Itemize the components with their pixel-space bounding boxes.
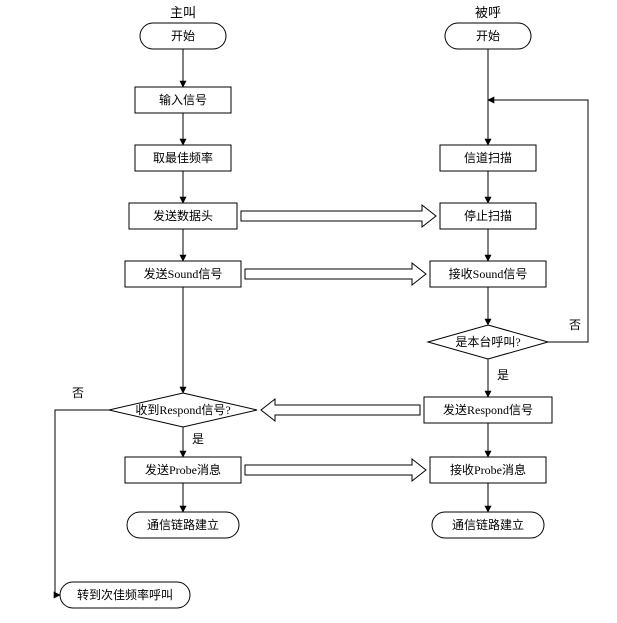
block-arrow: [241, 205, 436, 227]
r_sound-label: 接收Sound信号: [449, 266, 528, 281]
r_stop-label: 停止扫描: [464, 208, 512, 223]
edge-label: 是: [497, 368, 509, 382]
edge-label: 否: [569, 318, 581, 332]
l_sound-label: 发送Sound信号: [144, 266, 223, 281]
block-arrow: [245, 263, 426, 285]
l_start-label: 开始: [171, 29, 195, 43]
l_probe-label: 发送Probe消息: [145, 462, 221, 477]
r_scan-label: 信道扫描: [464, 151, 512, 165]
l_in-label: 输入信号: [159, 92, 207, 107]
r_dec-label: 是本台呼叫?: [455, 334, 520, 349]
r_link-label: 通信链路建立: [452, 517, 524, 532]
h_right: 被呼: [475, 5, 501, 20]
block-arrow: [245, 459, 426, 481]
l_freq-label: 取最佳频率: [153, 150, 213, 165]
h_left: 主叫: [170, 5, 196, 20]
block-arrow: [261, 399, 420, 421]
l_dec-label: 收到Respond信号?: [135, 403, 230, 417]
r_start-label: 开始: [476, 29, 500, 43]
edge-label: 是: [192, 432, 204, 446]
l_next-label: 转到次佳频率呼叫: [77, 587, 173, 602]
r_probe-label: 接收Probe消息: [450, 462, 526, 477]
edge-label: 否: [72, 386, 84, 400]
r_resp-label: 发送Respond信号: [443, 402, 533, 417]
l_link-label: 通信链路建立: [147, 517, 219, 532]
l_head-label: 发送数据头: [153, 208, 213, 223]
